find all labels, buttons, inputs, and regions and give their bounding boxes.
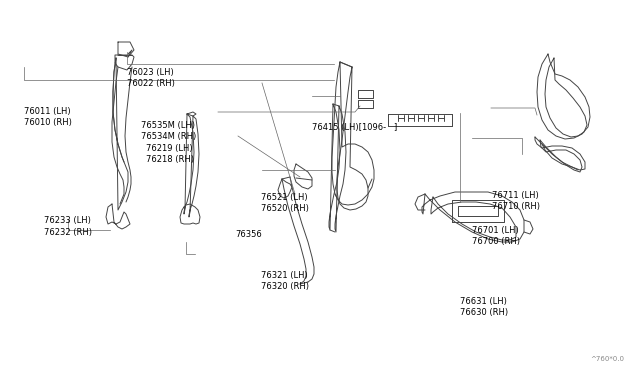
Text: 76700 (RH): 76700 (RH) bbox=[472, 237, 520, 246]
Text: 76521 (LH): 76521 (LH) bbox=[261, 193, 308, 202]
Text: 76232 (RH): 76232 (RH) bbox=[44, 228, 92, 237]
Text: 76701 (LH): 76701 (LH) bbox=[472, 226, 519, 235]
Text: 76520 (RH): 76520 (RH) bbox=[261, 204, 309, 213]
Text: 76022 (RH): 76022 (RH) bbox=[127, 79, 175, 88]
Text: 76320 (RH): 76320 (RH) bbox=[261, 282, 309, 291]
Text: 76534M (RH): 76534M (RH) bbox=[141, 132, 196, 141]
Text: 76711 (LH): 76711 (LH) bbox=[492, 191, 538, 200]
Text: 76415 (LH)[1096-   ]: 76415 (LH)[1096- ] bbox=[312, 123, 397, 132]
Text: 76233 (LH): 76233 (LH) bbox=[44, 216, 90, 225]
Text: 76219 (LH): 76219 (LH) bbox=[146, 144, 193, 153]
Text: 76535M (LH): 76535M (LH) bbox=[141, 121, 195, 130]
Text: 76356: 76356 bbox=[236, 230, 262, 239]
Text: 76321 (LH): 76321 (LH) bbox=[261, 271, 308, 280]
Text: ^760*0.0: ^760*0.0 bbox=[590, 356, 624, 362]
Text: 76011 (LH): 76011 (LH) bbox=[24, 107, 71, 116]
Text: 76631 (LH): 76631 (LH) bbox=[460, 297, 506, 306]
Text: 76010 (RH): 76010 (RH) bbox=[24, 118, 72, 127]
Text: 76630 (RH): 76630 (RH) bbox=[460, 308, 508, 317]
Text: 76710 (RH): 76710 (RH) bbox=[492, 202, 540, 211]
Text: 76218 (RH): 76218 (RH) bbox=[146, 155, 194, 164]
Text: 76023 (LH): 76023 (LH) bbox=[127, 68, 173, 77]
